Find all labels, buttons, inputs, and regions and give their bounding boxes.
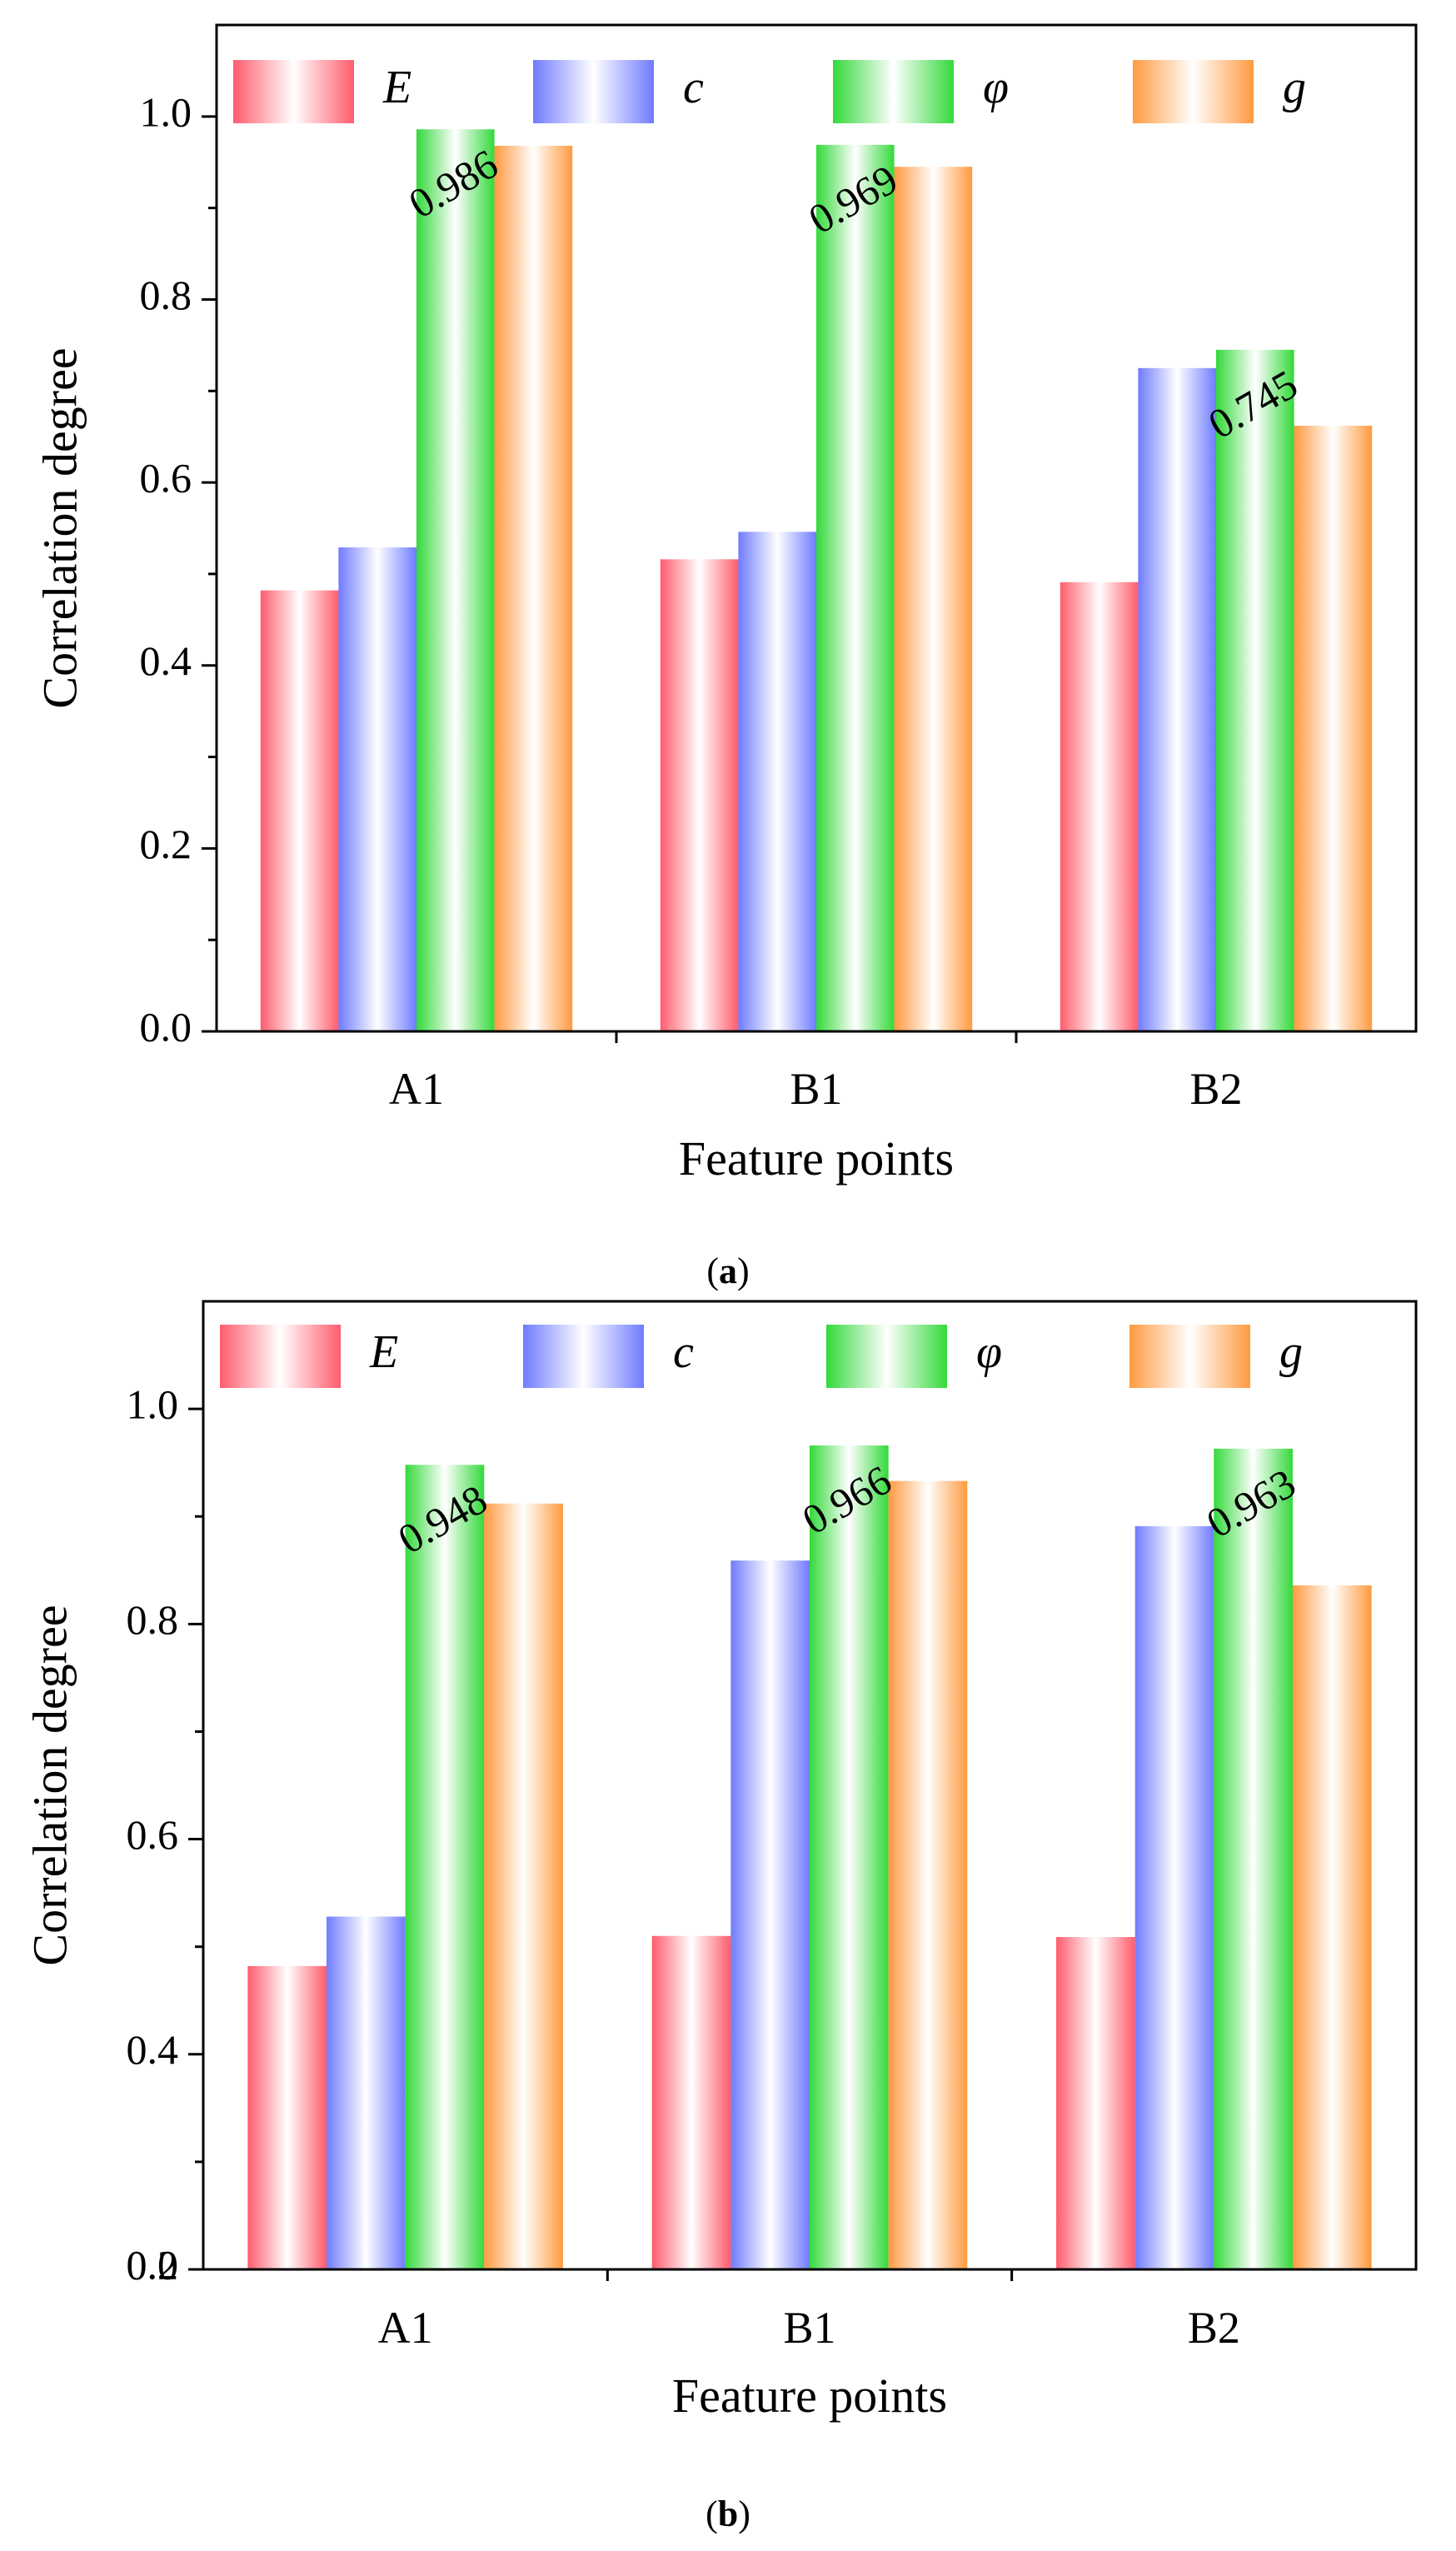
bar-B2-E [1060, 582, 1139, 1031]
bar-A1-g [484, 1503, 563, 2269]
legend-label-g: g [1283, 62, 1306, 113]
plot-frame [215, 23, 1418, 1033]
x-axis-title: Feature points [672, 2369, 947, 2423]
bar-A1-phi [416, 129, 495, 1031]
y-tick-label: 0.8 [140, 272, 192, 318]
legend-label-c: c [683, 62, 704, 113]
bar-A1-E [260, 590, 339, 1031]
y-tick-label: 0.2 [127, 2241, 179, 2288]
legend-label-phi: φ [976, 1326, 1002, 1378]
y-tick-label: 0.6 [127, 1811, 179, 1858]
y-tick-label: 0.2 [140, 821, 192, 867]
legend-swatch-phi [833, 60, 954, 123]
bar-B1-E [651, 1935, 731, 2269]
plot-frame [202, 1300, 1418, 2271]
bar-B1-E [660, 559, 739, 1031]
x-tick-label-A1: A1 [378, 2303, 433, 2353]
legend-label-phi: φ [983, 62, 1009, 113]
bar-A1-g [494, 145, 573, 1032]
legend-swatch-E [233, 60, 354, 123]
bar-B2-phi [1216, 349, 1294, 1031]
y-tick-label: 0.8 [127, 1596, 179, 1643]
y-tick-label: 1.0 [140, 88, 192, 135]
x-tick-label-A1: A1 [389, 1064, 444, 1114]
legend-swatch-E [220, 1325, 341, 1388]
x-axis-title: Feature points [679, 1131, 954, 1186]
caption-b: (b) [706, 2494, 750, 2534]
legend-label-g: g [1279, 1326, 1303, 1378]
y-tick-label: 0.4 [127, 2026, 179, 2073]
bar-B2-c [1134, 1525, 1214, 2269]
y-tick-label: 1.0 [127, 1381, 179, 1428]
legend-swatch-g [1129, 1325, 1250, 1388]
bar-B1-phi [816, 144, 895, 1031]
bar-B2-E [1056, 1937, 1135, 2269]
bar-B1-g [894, 167, 973, 1032]
legend-label-E: E [369, 1326, 398, 1378]
caption-a: (a) [706, 1251, 749, 1291]
bar-A1-E [247, 1965, 327, 2269]
bar-B1-g [888, 1480, 968, 2269]
bar-B2-phi [1214, 1448, 1293, 2269]
legend-swatch-g [1133, 60, 1254, 123]
y-axis-title: Correlation degree [22, 1605, 77, 1965]
x-tick-label-B1: B1 [790, 1064, 842, 1114]
bar-B2-g [1294, 426, 1373, 1031]
y-tick-label: 0.6 [140, 455, 192, 502]
legend-swatch-phi [826, 1325, 947, 1388]
bar-A1-c [327, 1916, 406, 2269]
y-tick-label: 0.4 [140, 637, 192, 684]
y-axis-title: Correlation degree [32, 347, 87, 708]
bar-B1-phi [810, 1445, 889, 2269]
bar-A1-phi [405, 1465, 485, 2269]
legend-label-c: c [673, 1326, 694, 1378]
x-tick-label-B1: B1 [783, 2303, 835, 2353]
legend-swatch-c [533, 60, 654, 123]
x-tick-label-B2: B2 [1189, 1064, 1242, 1114]
x-tick-label-B2: B2 [1188, 2303, 1240, 2353]
bar-B2-g [1292, 1585, 1372, 2269]
legend-swatch-c [523, 1325, 644, 1388]
bar-B1-c [738, 532, 816, 1031]
bar-A1-c [338, 547, 416, 1031]
bar-B1-c [730, 1560, 810, 2269]
y-tick-label: 0.0 [140, 1003, 192, 1050]
y-tick-label: 0.0 [127, 2241, 179, 2288]
bar-B2-c [1138, 367, 1216, 1031]
legend-label-E: E [382, 62, 411, 113]
